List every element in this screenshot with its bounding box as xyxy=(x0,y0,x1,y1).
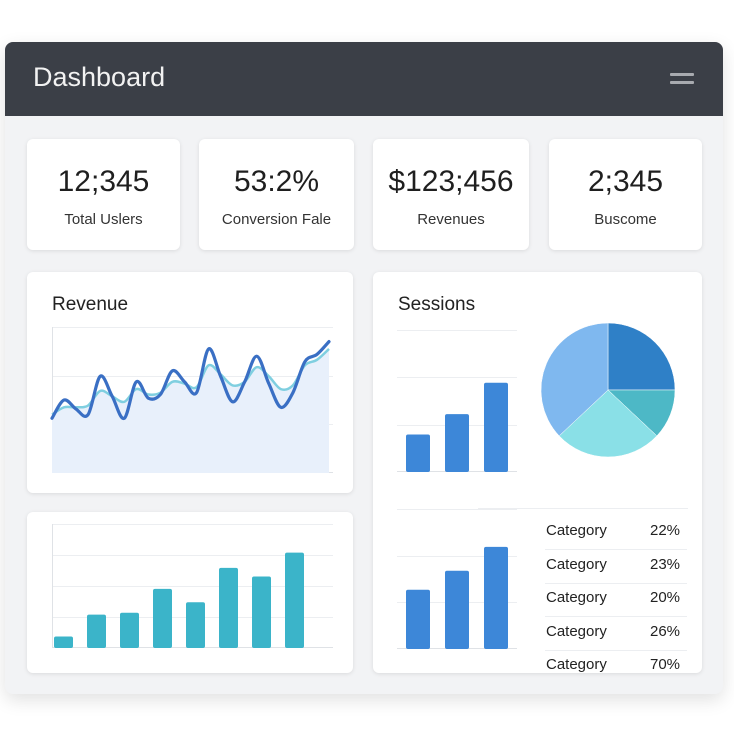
sessions-bar-chart-bottom xyxy=(397,509,517,649)
teal-bar xyxy=(54,636,73,648)
revenue-area-fill xyxy=(52,348,329,473)
legend-value: 70% xyxy=(650,656,681,673)
legend-value: 20% xyxy=(650,589,681,606)
dashboard-window: Dashboard 12;345 Total Uslers 53:2% Conv… xyxy=(5,42,723,694)
teal-bar xyxy=(120,612,139,648)
sessions-pie-chart xyxy=(540,322,676,458)
legend-value: 23% xyxy=(650,555,681,573)
kpi-value: $123;456 xyxy=(388,165,514,198)
legend-top-divider xyxy=(478,508,688,509)
legend-divider xyxy=(545,616,687,617)
sessions-bottom-bar xyxy=(445,570,469,649)
teal-bar xyxy=(252,576,271,648)
sessions-bottom-bar xyxy=(406,589,430,649)
revenue-card: Revenue xyxy=(27,272,353,493)
legend-divider xyxy=(545,549,687,550)
legend-divider xyxy=(545,582,687,584)
pie-slice xyxy=(558,389,658,458)
legend-label: Category xyxy=(546,555,607,573)
teal-bar xyxy=(285,552,304,648)
legend-label: Category xyxy=(546,522,607,539)
kpi-label: Buscome xyxy=(594,211,657,228)
revenue-title: Revenue xyxy=(52,294,129,315)
revenue-series-secondary-line xyxy=(51,347,330,416)
kpi-label: Total Uslers xyxy=(64,211,143,228)
legend-label: Category xyxy=(546,622,607,640)
kpi-card-conversion-rate: 53:2% Conversion Fale xyxy=(199,139,354,250)
legend-divider xyxy=(545,649,687,651)
revenue-series-primary-line xyxy=(50,340,331,420)
sessions-top-bar xyxy=(484,382,508,472)
sessions-card: Sessions Category 22% Category 23% Category 2… xyxy=(373,272,702,673)
pie-slice xyxy=(607,322,676,391)
pie-slice xyxy=(540,322,609,437)
header-bar: Dashboard xyxy=(5,42,723,116)
kpi-card-revenues: $123;456 Revenues xyxy=(373,139,529,250)
sessions-bottom-bar xyxy=(484,546,508,649)
legend-value: 22% xyxy=(650,522,681,539)
kpi-card-buscome: 2;345 Buscome xyxy=(549,139,702,250)
page-title: Dashboard xyxy=(33,62,166,92)
hamburger-menu-icon[interactable] xyxy=(670,73,694,87)
teal-bar-chart xyxy=(52,524,333,648)
teal-bar xyxy=(87,614,106,648)
teal-bar xyxy=(153,588,172,648)
kpi-label: Revenues xyxy=(417,211,485,228)
kpi-value: 2;345 xyxy=(587,165,664,198)
kpi-value: 12;345 xyxy=(57,165,150,198)
legend-value: 26% xyxy=(650,622,681,640)
kpi-label: Conversion Fale xyxy=(221,211,332,228)
sessions-title: Sessions xyxy=(398,294,476,315)
teal-bar xyxy=(186,602,205,648)
revenue-line-chart xyxy=(50,327,333,473)
legend-label: Category xyxy=(546,589,607,606)
legend-label: Category xyxy=(546,656,607,673)
sessions-top-bar xyxy=(445,414,469,472)
bar-chart-card xyxy=(27,512,353,673)
kpi-value: 53:2% xyxy=(233,165,320,198)
teal-bar xyxy=(219,567,238,648)
sessions-bar-chart-top xyxy=(397,330,517,472)
kpi-card-total-users: 12;345 Total Uslers xyxy=(27,139,180,250)
sessions-top-bar xyxy=(406,434,430,472)
